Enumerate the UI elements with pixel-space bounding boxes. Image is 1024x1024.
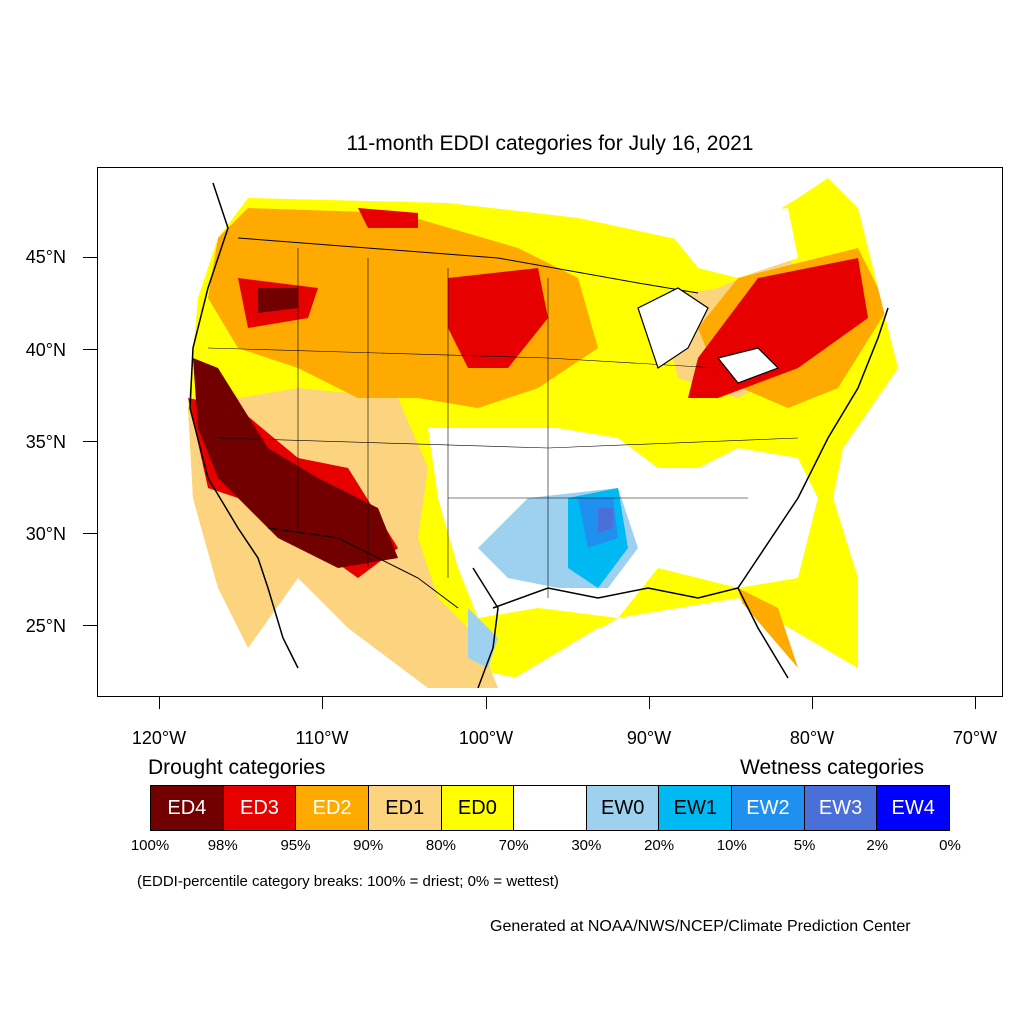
ed4-region [258, 288, 298, 313]
legend-cell: ED0 [441, 786, 515, 830]
ed3-region [358, 208, 418, 228]
lon-label-70w: 70°W [952, 728, 998, 748]
legend-cell: ED4 [151, 786, 224, 830]
legend-percentile-label: 2% [866, 837, 889, 854]
ed4-region [193, 358, 398, 568]
lon-label-120w: 120°W [131, 728, 187, 748]
legend-cell: ED3 [223, 786, 297, 830]
lon-label-90w: 90°W [626, 728, 672, 748]
lat-label-30: 30°N [25, 524, 66, 544]
legend-color-bar: ED4 ED3 ED2 ED1 ED0 EW0 EW1 EW2 EW3 EW4 [150, 785, 950, 831]
lon-tick [486, 697, 487, 709]
outside-domain [98, 168, 1002, 228]
legend-cell: EW3 [804, 786, 878, 830]
legend-cell: ED2 [296, 786, 369, 830]
lat-label-35: 35°N [25, 432, 66, 452]
category-note: (EDDI-percentile category breaks: 100% =… [137, 873, 559, 890]
lat-label-45: 45°N [25, 247, 66, 267]
lon-label-100w: 100°W [458, 728, 514, 748]
legend-cell: EW2 [732, 786, 805, 830]
coastline [472, 567, 499, 689]
lon-label-110w: 110°W [295, 728, 349, 748]
great-lakes [637, 287, 709, 369]
legend-percentile-label: 10% [716, 837, 747, 854]
outside-domain [858, 228, 1002, 696]
legend-percentile-label: 5% [793, 837, 816, 854]
legend-wetness-heading: Wetness categories [740, 756, 925, 779]
legend-percentile-label: 70% [498, 837, 529, 854]
legend-cell [514, 786, 587, 830]
legend-cell: EW1 [659, 786, 733, 830]
lat-tick [83, 533, 97, 534]
ed3-region [448, 268, 548, 368]
legend-percentile-label: 30% [571, 837, 602, 854]
outside-domain [98, 168, 268, 696]
legend-percentile-label: 100% [130, 837, 170, 854]
great-lakes [716, 347, 780, 384]
lon-label-80w: 80°W [789, 728, 835, 748]
lat-tick [83, 441, 97, 442]
country-border [267, 527, 459, 609]
ed2-region [738, 588, 798, 668]
lat-tick [83, 349, 97, 350]
legend-percentile-label: 90% [353, 837, 384, 854]
coastline [189, 182, 299, 669]
legend-percentile-label: 80% [425, 837, 456, 854]
country-border [237, 237, 699, 294]
outside-domain [498, 598, 854, 696]
ew3-region [598, 508, 613, 533]
near-normal-region [658, 208, 798, 278]
map-graphic [98, 168, 1002, 696]
lat-label-40: 40°N [25, 340, 66, 360]
legend-percentile-label: 0% [939, 837, 961, 854]
lat-tick [83, 257, 97, 258]
legend-percentile-label: 98% [207, 837, 238, 854]
legend-cell: ED1 [368, 786, 442, 830]
legend-drought-heading: Drought categories [148, 756, 326, 779]
legend-cell: EW4 [877, 786, 950, 830]
coastline [737, 307, 889, 589]
lat-label-25: 25°N [25, 616, 66, 636]
eddi-map [97, 167, 1003, 697]
lat-tick [83, 625, 97, 626]
lon-tick [812, 697, 813, 709]
lon-tick [975, 697, 976, 709]
legend-cell: EW0 [586, 786, 660, 830]
lon-tick [322, 697, 323, 709]
legend-percentile-label: 20% [644, 837, 675, 854]
credit-line: Generated at NOAA/NWS/NCEP/Climate Predi… [490, 918, 911, 935]
state-border [217, 437, 799, 449]
lon-tick [159, 697, 160, 709]
lon-tick [649, 697, 650, 709]
coastline [492, 587, 789, 679]
map-title: 11-month EDDI categories for July 16, 20… [346, 132, 754, 155]
legend-percentile-label: 95% [280, 837, 311, 854]
